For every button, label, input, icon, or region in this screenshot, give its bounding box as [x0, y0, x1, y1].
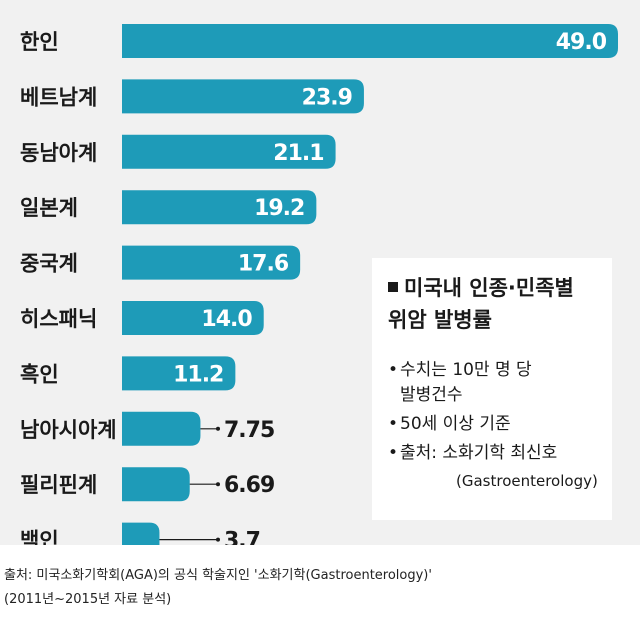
leader-dot — [216, 426, 220, 431]
legend-note: • 50세 이상 기준 — [388, 412, 604, 437]
category-label: 히스패닉 — [20, 307, 97, 331]
legend-title: 미국내 인종·민족별 위암 발병률 — [388, 272, 604, 336]
bullet-dot-icon: • — [388, 360, 399, 380]
chart-panel: 한인 49.0 베트남계 23.9 동남아계 21.1 일본계 19.2 중국계 17.6 히스패닉… — [0, 0, 640, 545]
caption-line-2: (2011년~2015년 자료 분석) — [4, 592, 172, 607]
value-label: 23.9 — [302, 85, 352, 110]
category-label: 한인 — [20, 30, 59, 54]
value-label: 21.1 — [273, 141, 323, 166]
bar — [122, 411, 201, 446]
leader-dot — [216, 537, 220, 542]
category-label: 백인 — [20, 529, 59, 545]
leader-dot — [216, 482, 220, 487]
square-bullet-icon — [388, 282, 398, 292]
value-label: 19.2 — [254, 196, 304, 221]
bar — [122, 79, 364, 114]
legend-title-text: 미국내 인종·민족별 위암 발병률 — [388, 276, 574, 332]
bar — [122, 356, 236, 391]
bullet-dot-icon: • — [388, 443, 399, 463]
legend-source-sub: (Gastroenterology) — [456, 472, 598, 490]
legend-note-text: 50세 이상 기준 — [400, 414, 511, 434]
category-label: 동남아계 — [20, 141, 97, 165]
legend-note: • 수치는 10만 명 당 발병건수 — [388, 358, 604, 408]
bar — [122, 245, 301, 280]
bar — [122, 467, 190, 502]
bar — [122, 190, 317, 225]
category-label: 중국계 — [20, 252, 78, 276]
legend-box: 미국내 인종·민족별 위암 발병률 • 수치는 10만 명 당 발병건수 • 50세… — [372, 258, 612, 520]
caption: 출처: 미국소화기학회(AGA)의 공식 학술지인 '소화기학(Gastroen… — [4, 564, 432, 612]
bar — [122, 301, 264, 335]
value-label: 3.7 — [224, 529, 260, 545]
bullet-dot-icon: • — [388, 414, 399, 434]
value-label: 11.2 — [173, 362, 223, 387]
value-label: 6.69 — [224, 473, 274, 498]
caption-line-1: 출처: 미국소화기학회(AGA)의 공식 학술지인 '소화기학(Gastroen… — [4, 568, 432, 583]
category-label: 필리핀계 — [20, 473, 97, 497]
bar — [122, 522, 160, 545]
legend-note-text: 출처: 소화기학 최신호 — [400, 443, 558, 463]
value-label: 7.75 — [224, 418, 274, 443]
category-label: 남아시아계 — [20, 418, 117, 442]
category-label: 흑인 — [20, 362, 59, 386]
category-label: 베트남계 — [20, 85, 97, 109]
category-label: 일본계 — [20, 196, 78, 220]
value-label: 14.0 — [201, 307, 252, 332]
legend-notes: • 수치는 10만 명 당 발병건수 • 50세 이상 기준 • 출처: 소화기학 최… — [388, 358, 604, 492]
legend-note: • 출처: 소화기학 최신호 — [388, 441, 604, 466]
value-label: 17.6 — [238, 252, 289, 277]
bar — [122, 134, 336, 169]
value-label: 49.0 — [556, 30, 607, 55]
bar-chart: 한인 49.0 베트남계 23.9 동남아계 21.1 일본계 19.2 중국계 17.6 히스패닉… — [20, 24, 618, 545]
bar — [122, 24, 618, 58]
legend-note-text: 수치는 10만 명 당 발병건수 — [400, 360, 532, 405]
